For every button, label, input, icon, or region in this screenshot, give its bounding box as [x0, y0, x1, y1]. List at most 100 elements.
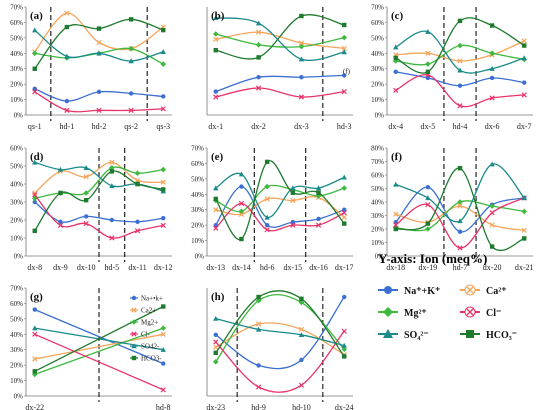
inline-legend-marker: [131, 355, 137, 361]
chart-panel-2: dx-1 dx-2 dx-3 hd-3 (b) (f): [206, 7, 353, 131]
data-point-HCO3: [299, 296, 304, 301]
data-point-HCO3: [161, 304, 166, 309]
legend-marker-Ca: [466, 286, 474, 294]
panel-label: (e): [211, 151, 224, 163]
y-tick-label: 60%: [10, 19, 23, 27]
data-point-Mg: [212, 359, 219, 365]
data-point-Mg: [457, 42, 463, 49]
data-point-Ca: [393, 211, 399, 217]
data-point-Cl: [489, 95, 495, 101]
x-tick-label: hd-5: [105, 263, 120, 272]
series-line-Mg: [215, 33, 345, 48]
data-point-Cl: [160, 106, 166, 112]
legend-label-Cl: Cl⁻: [486, 308, 501, 319]
y-tick-label: 10%: [191, 237, 204, 245]
data-point-NaK: [299, 357, 304, 363]
data-point-NaK: [425, 184, 431, 190]
y-tick-label: 50%: [371, 34, 384, 42]
y-tick-label: 0%: [14, 393, 24, 401]
chart-panel-7: 0% 10% 20% 30% 40% 50% 60% 70% dx-22 hd-8 (g) Na+•k…: [10, 285, 172, 410]
data-point-HCO3: [256, 55, 261, 60]
data-point-SO4: [160, 347, 166, 352]
data-point-SO4: [160, 49, 166, 54]
series-line-HCO3: [215, 14, 345, 60]
data-point-Cl: [425, 202, 431, 208]
data-point-SO4: [425, 28, 431, 34]
data-point-SO4: [213, 15, 219, 20]
y-tick-label: 70%: [10, 4, 23, 12]
x-tick-label: dx-6: [485, 122, 500, 131]
data-point-HCO3: [161, 187, 166, 192]
data-point-Mg: [425, 226, 431, 232]
data-point-Cl: [255, 85, 262, 91]
data-point-Ca: [341, 45, 347, 52]
data-point-Ca: [489, 222, 495, 228]
legend-label-HCO3: HCO₃⁻: [486, 330, 517, 341]
data-point-Ca: [298, 326, 305, 333]
y-tick-label: 40%: [371, 199, 384, 207]
inline-legend-label: Na+•k+: [141, 295, 163, 303]
data-point-Ca: [457, 58, 463, 64]
y-tick-label: 70%: [10, 285, 23, 293]
y-tick-label: 30%: [10, 199, 23, 207]
y-tick-label: 60%: [371, 19, 384, 27]
series-line-Cl: [34, 333, 164, 391]
data-point-SO4: [298, 332, 305, 337]
data-point-HCO3: [32, 228, 37, 233]
data-point-SO4: [32, 159, 38, 165]
y-tick-label: 50%: [371, 185, 384, 193]
data-point-Cl: [341, 210, 347, 216]
x-tick-label: dx-7: [517, 122, 532, 131]
y-tick-label: 20%: [10, 217, 23, 225]
data-point-SO4: [341, 342, 347, 348]
chart-panel-4: 0% 10% 20% 30% 40% 50% 60% dx-8 dx-9 dx-10 hd-5 dx-…: [10, 145, 172, 273]
panel-label: (h): [211, 291, 225, 303]
y-tick-label: 20%: [191, 222, 204, 230]
data-point-Cl: [109, 235, 115, 241]
data-point-Cl: [32, 331, 38, 337]
data-point-Cl: [457, 245, 463, 251]
data-point-Cl: [128, 107, 134, 113]
panel-label: (f): [391, 151, 402, 163]
chart-panel-1: 0% 10% 20% 30% 40% 50% 60% 70% qs-1 hd-1 hd-2 qs-2 q…: [10, 4, 172, 131]
data-point-SO4: [521, 55, 527, 61]
data-point-Mg: [128, 45, 134, 52]
data-point-HCO3: [393, 55, 398, 61]
data-point-NaK: [96, 89, 102, 95]
data-point-HCO3: [256, 294, 261, 300]
y-tick-label: 20%: [10, 81, 23, 89]
x-tick-label: dx-12: [154, 263, 173, 272]
data-point-Ca: [32, 190, 38, 196]
data-point-HCO3: [522, 43, 527, 48]
data-point-Mg: [109, 165, 115, 171]
data-point-Mg: [341, 185, 348, 191]
data-point-Cl: [32, 192, 38, 198]
legend-label-Mg: Mg²⁺: [404, 308, 427, 319]
data-point-Cl: [264, 227, 270, 233]
data-point-Ca: [298, 40, 305, 46]
data-point-Ca: [290, 197, 296, 204]
y-tick-label: 60%: [191, 160, 204, 168]
series-line-HCO3: [215, 290, 345, 357]
x-tick-label: dx-8: [27, 263, 42, 272]
data-point-NaK: [135, 219, 140, 224]
data-point-SO4: [213, 315, 219, 321]
data-point-NaK: [256, 363, 261, 368]
data-point-HCO3: [264, 159, 270, 165]
inline-legend-marker: [131, 307, 137, 313]
x-tick-label: dx-1: [208, 122, 223, 131]
series-line-HCO3: [34, 305, 164, 372]
series-line-SO4: [395, 163, 525, 223]
y-tick-label: 10%: [10, 96, 23, 104]
data-point-Cl: [298, 382, 305, 388]
data-point-HCO3: [83, 198, 89, 203]
data-point-NaK: [299, 75, 304, 80]
data-point-Mg: [315, 193, 322, 199]
data-point-Mg: [341, 346, 348, 352]
chart-panel-8: dx-23 hd-9 hd-10 dx-24 (h): [206, 288, 354, 410]
data-point-HCO3: [58, 190, 63, 196]
y-tick-label: 10%: [371, 239, 384, 247]
legend-title: Y-axis: Ion (meq%): [378, 251, 487, 266]
y-tick-label: 20%: [371, 226, 384, 234]
x-tick-label: qs-2: [124, 122, 138, 131]
